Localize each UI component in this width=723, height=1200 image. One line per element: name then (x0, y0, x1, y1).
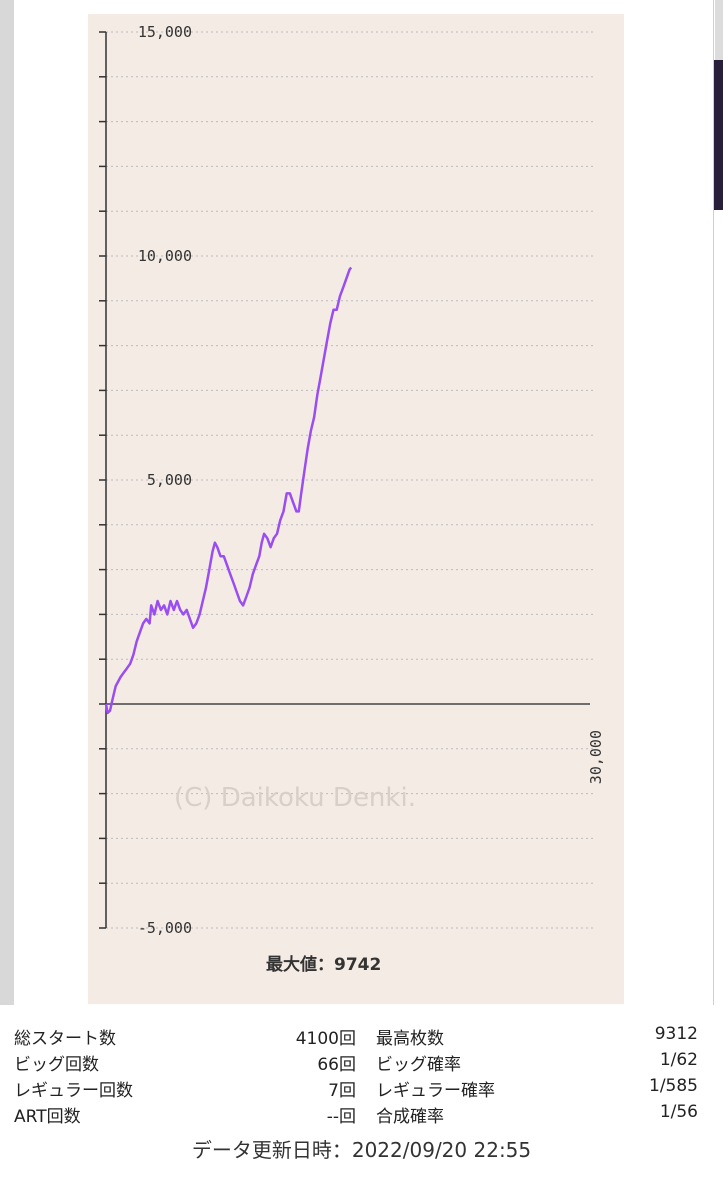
stat-label: ビッグ回数 (14, 1055, 99, 1075)
stat-label: 最高枚数 (376, 1029, 444, 1049)
stat-row: ビッグ回数 66回 ビッグ確率 1/62 (0, 1050, 723, 1075)
stat-value: 66回 (317, 1055, 356, 1075)
tick-layer: 15,000 10,000 5,000 -5,000 30,000 (99, 23, 605, 937)
stat-row: レギュラー回数 7回 レギュラー確率 1/585 (0, 1076, 723, 1101)
stat-value: 1/56 (659, 1102, 698, 1122)
y-tick-label: -5,000 (138, 919, 192, 937)
max-value-label: 最大値：9742 (266, 954, 381, 975)
grid-layer (106, 31, 596, 929)
y-tick-label: 15,000 (138, 23, 192, 41)
stat-value: 1/62 (659, 1050, 698, 1070)
stat-label: 総スタート数 (14, 1029, 116, 1049)
stat-value: --回 (326, 1107, 356, 1127)
stat-label: ビッグ確率 (376, 1055, 461, 1075)
stat-label: 合成確率 (376, 1107, 444, 1127)
x-tick-label: 30,000 (587, 730, 605, 784)
right-divider (713, 0, 714, 1005)
chart-panel (88, 14, 624, 1004)
stat-label: レギュラー回数 (14, 1081, 133, 1101)
stat-value: 7回 (328, 1081, 356, 1101)
watermark: (C) Daikoku Denki. (174, 783, 416, 813)
stat-value: 1/585 (649, 1076, 698, 1096)
update-timestamp: データ更新日時：2022/09/20 22:55 (191, 1138, 532, 1162)
stat-label: レギュラー確率 (376, 1081, 495, 1101)
top-right-strip (715, 0, 723, 60)
y-tick-label: 5,000 (147, 471, 192, 489)
stat-row: 総スタート数 4100回 最高枚数 9312 (0, 1024, 723, 1049)
stat-label: ART回数 (14, 1107, 81, 1127)
stat-value: 4100回 (295, 1029, 356, 1049)
right-side-image-edge (713, 60, 723, 210)
stat-row: ART回数 --回 合成確率 1/56 (0, 1102, 723, 1127)
left-side-bar (0, 0, 14, 1005)
series-line (104, 266, 353, 715)
stat-value: 9312 (654, 1024, 698, 1044)
y-tick-label: 10,000 (138, 247, 192, 265)
slump-graph: 15,000 10,000 5,000 -5,000 30,000 (C) Daikok… (99, 23, 605, 975)
